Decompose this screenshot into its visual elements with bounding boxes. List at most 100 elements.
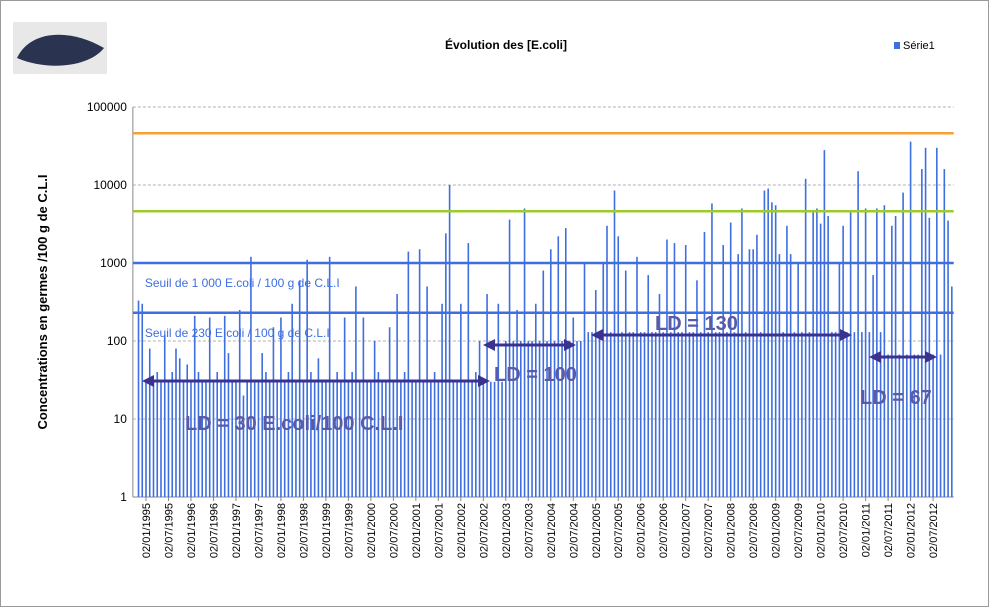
bar: [636, 256, 638, 497]
bar: [801, 332, 803, 497]
bar: [471, 381, 473, 497]
bar: [632, 332, 635, 497]
x-tick-label: 02/01/2001: [411, 503, 423, 558]
bar: [917, 354, 919, 497]
x-tick-label: 02/01/2012: [906, 503, 918, 558]
x-tick-label: 02/01/2003: [501, 503, 513, 558]
x-tick-label: 02/01/1999: [321, 503, 333, 558]
bar: [520, 341, 522, 497]
bar: [594, 290, 597, 497]
bar: [643, 332, 646, 497]
bar: [568, 341, 571, 497]
bar: [744, 332, 747, 497]
bar: [774, 205, 777, 497]
bar: [651, 332, 653, 497]
bar: [752, 249, 754, 497]
bar: [497, 303, 500, 497]
x-tick-label: 02/07/2003: [523, 503, 535, 558]
bar: [407, 251, 410, 497]
chart-title: Évolution des [E.coli]: [445, 37, 567, 52]
bar: [591, 332, 593, 497]
x-tick-label: 02/01/1998: [276, 503, 288, 558]
bar: [887, 354, 889, 497]
bar: [508, 219, 511, 497]
bar: [546, 341, 548, 497]
x-tick-label: 02/07/2000: [388, 503, 400, 558]
x-tick-label: 02/01/2009: [771, 503, 783, 558]
bar: [782, 332, 784, 497]
bar: [737, 254, 739, 497]
bar: [711, 203, 713, 497]
x-tick-label: 02/07/2009: [793, 503, 805, 558]
bar: [939, 354, 942, 497]
bar: [167, 381, 170, 497]
bar: [463, 381, 466, 497]
bar: [456, 381, 458, 497]
bar: [883, 205, 886, 497]
annotation: LD = 130: [655, 313, 738, 335]
bar: [561, 341, 563, 497]
bar: [804, 178, 807, 498]
bar: [205, 381, 207, 497]
bar: [816, 208, 818, 497]
bar: [223, 315, 226, 497]
bar: [936, 147, 938, 497]
arrows: [142, 329, 937, 387]
bar: [377, 372, 380, 497]
bar: [295, 381, 297, 497]
bar: [212, 381, 215, 497]
bar: [325, 381, 327, 497]
y-axis-label: Concentrations en germes /100 g de C.L.I: [35, 174, 50, 429]
bar: [336, 372, 338, 497]
y-tick-label: 100000: [87, 100, 127, 114]
bar: [549, 249, 552, 497]
bar: [493, 381, 496, 497]
bar: [276, 381, 278, 497]
bar: [726, 332, 728, 497]
bar: [673, 243, 676, 497]
bar: [681, 332, 683, 497]
bar: [876, 208, 878, 497]
bar: [733, 332, 736, 497]
bar: [261, 353, 263, 497]
bar: [718, 332, 721, 497]
bar: [621, 332, 623, 497]
bar: [475, 372, 477, 497]
annotation: LD = 67: [860, 387, 932, 409]
bar: [557, 236, 560, 498]
bar: [178, 358, 181, 497]
x-tick-label: 02/07/1996: [208, 503, 220, 558]
bar: [400, 381, 402, 497]
x-tick-label: 02/01/2006: [636, 503, 648, 558]
bar: [741, 208, 743, 497]
bar: [163, 334, 166, 497]
bar: [846, 332, 848, 497]
bar: [340, 381, 342, 497]
bar: [246, 381, 248, 497]
bar: [145, 381, 147, 497]
mussel-icon: [13, 22, 107, 74]
bar: [613, 190, 616, 498]
bar: [313, 381, 316, 497]
bar: [482, 381, 485, 497]
bar: [688, 332, 691, 497]
x-tick-label: 02/01/2011: [861, 503, 873, 557]
bar: [156, 372, 159, 497]
bar: [208, 317, 211, 497]
bar: [490, 381, 492, 497]
bar: [534, 303, 537, 497]
bar: [426, 286, 428, 497]
bar: [951, 286, 953, 497]
bar: [677, 332, 680, 497]
bar: [175, 348, 177, 497]
bar: [748, 249, 751, 497]
y-tick-label: 10: [114, 412, 128, 426]
bar: [906, 354, 908, 497]
legend: Série1: [894, 40, 935, 52]
bar: [437, 381, 440, 497]
bar: [373, 341, 376, 497]
bar: [381, 381, 383, 497]
bar: [797, 263, 799, 497]
bar: [763, 190, 766, 498]
bar: [445, 233, 447, 498]
